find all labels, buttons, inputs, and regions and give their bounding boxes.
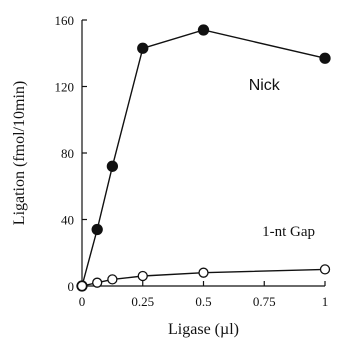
x-tick-label: 0.75 <box>253 294 276 309</box>
series-labels: Nick 1-nt Gap <box>249 77 315 240</box>
gap-data-point <box>198 267 209 278</box>
y-tick-label: 160 <box>55 13 75 28</box>
y-tick-label: 40 <box>61 213 74 228</box>
gap-data-point <box>319 264 331 275</box>
series-label-nick: Nick <box>249 77 281 94</box>
nick-data-point <box>106 160 119 172</box>
axes <box>81 20 325 287</box>
y-tick-label: 120 <box>55 80 75 95</box>
nick-data-point <box>197 24 210 36</box>
x-tick-label: 0 <box>79 294 86 309</box>
series-points <box>76 24 331 292</box>
series-label-gap: 1-nt Gap <box>262 224 315 240</box>
gap-data-point <box>107 274 118 285</box>
ticks: 0 0.25 0.5 0.75 1 0 40 80 120 160 <box>55 13 329 309</box>
nick-data-point <box>91 223 103 236</box>
gap-data-point <box>92 277 103 288</box>
x-tick-label: 0.25 <box>131 294 154 309</box>
y-tick-label: 80 <box>61 146 74 161</box>
gap-data-point <box>137 270 148 282</box>
nick-data-point <box>319 52 331 64</box>
x-axis-label: Ligase (µl) <box>168 321 239 338</box>
nick-data-point <box>137 42 149 54</box>
series-lines <box>81 29 326 287</box>
y-axis-label: Ligation (fmol/10min) <box>11 81 28 225</box>
x-tick-label: 0.5 <box>195 294 211 309</box>
y-tick-label: 0 <box>68 279 75 294</box>
series-line-nick <box>81 29 326 287</box>
x-tick-label: 1 <box>322 294 329 309</box>
gap-data-point <box>76 280 88 292</box>
